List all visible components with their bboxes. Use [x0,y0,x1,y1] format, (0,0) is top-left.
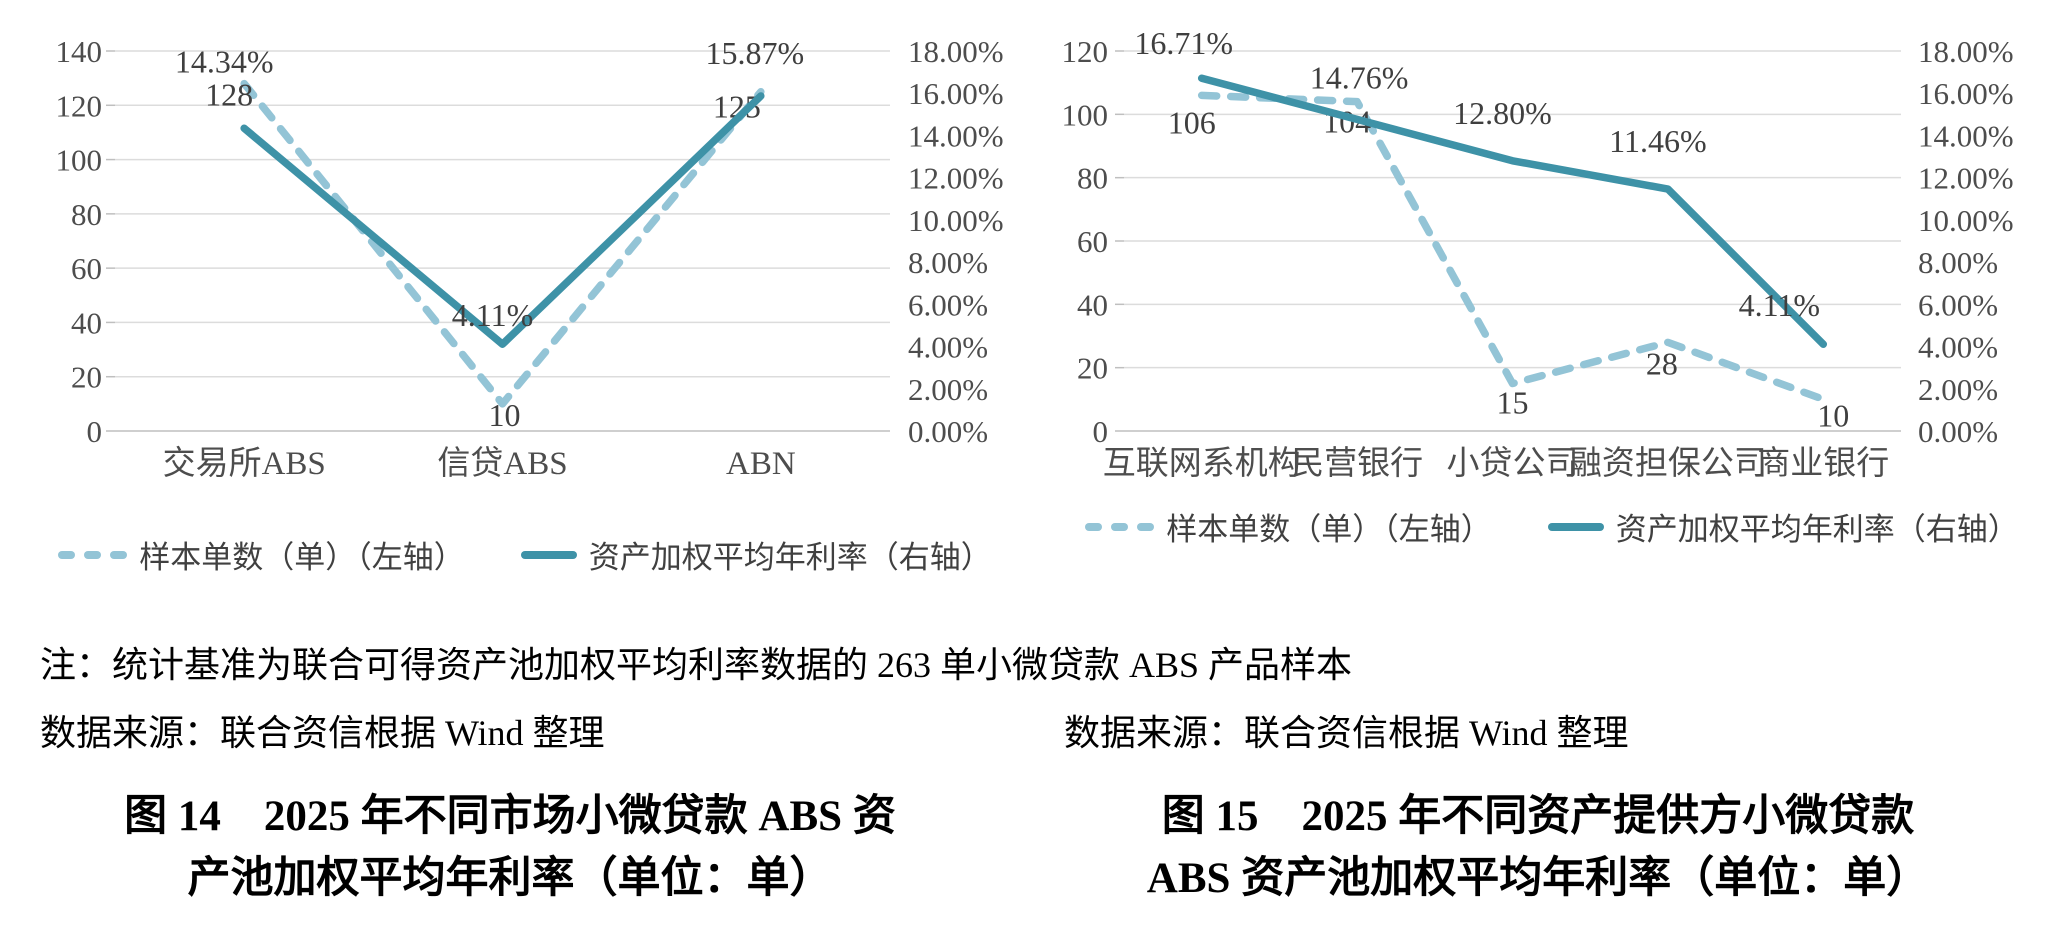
x-axis-category-label: ABN [726,446,796,482]
left-axis-tick-label: 60 [1077,224,1108,259]
x-axis-category-label: 互联网系机构 [1103,445,1301,482]
data-point-label: 28 [1646,345,1678,381]
figure-14-caption: 图 14 2025 年不同市场小微贷款 ABS 资 产池加权平均年利率（单位：单… [40,786,980,910]
figure-15-caption-line2: ABS 资产池加权平均年利率（单位：单） [1146,855,1930,902]
right-axis-tick-label: 0.00% [908,414,988,449]
left-axis-tick-label: 0 [1093,414,1109,449]
dashed-line-swatch [58,550,128,559]
left-axis-tick-label: 80 [1077,161,1108,196]
data-point-label: 128 [205,77,253,113]
sample-count-series-line [1197,91,1828,404]
data-point-label: 14.76% [1310,59,1409,95]
figure-14-panel: 0 20 40 60 80 100 120 140 0.00% 2.00% 4.00% 6.00% 8.… [20,6,1030,611]
right-axis-tick-label: 16.00% [908,76,1004,111]
solid-line-swatch [520,550,577,559]
figure-14-line-chart: 0 20 40 60 80 100 120 140 0.00% 2.00% 4.00% 6.00% 8.… [56,34,1004,482]
right-axis-tick-label: 10.00% [1918,203,2014,238]
right-axis-tick-label: 12.00% [1918,161,2014,196]
left-axis-tick-label: 140 [56,34,103,69]
data-point-label: 14.34% [175,43,274,79]
data-point-label: 11.46% [1609,123,1706,159]
figure-15-panel: 0 20 40 60 80 100 120 0.00% 2.00% 4.00% 6.00% 8.00%… [1046,6,2058,611]
left-axis-tick-label: 40 [71,305,102,340]
right-axis-tick-label: 14.00% [908,118,1004,153]
sample-count-series-line [240,79,765,408]
legend-label-sample-count: 样本单数（单）（左轴） [1166,512,1492,547]
figure-15-line-chart: 0 20 40 60 80 100 120 0.00% 2.00% 4.00% 6.00% 8.00%… [1062,25,2014,482]
legend-label-avg-rate: 资产加权平均年利率（右轴） [1615,512,2019,547]
left-axis-tick-label: 120 [1062,34,1109,69]
data-point-label: 4.11% [452,297,533,333]
source-text-right: 数据来源：联合资信根据 Wind 整理 [1064,713,1629,753]
left-axis-tick-label: 60 [71,251,102,286]
note-text: 注：统计基准为联合可得资产池加权平均利率数据的 263 单小微贷款 ABS 产品… [40,645,1353,685]
right-axis-tick-label: 14.00% [1918,118,2014,153]
left-axis-tick-label: 40 [1077,287,1108,322]
legend-label-avg-rate: 资产加权平均年利率（右轴） [588,540,992,575]
left-axis-tick-label: 20 [1077,351,1108,386]
right-axis-tick-label: 12.00% [908,161,1004,196]
right-axis-tick-label: 4.00% [1918,330,1998,365]
solid-line-swatch [1547,522,1604,531]
legend-item-avg-rate: 资产加权平均年利率（右轴） [1547,504,2019,549]
data-point-label: 15 [1497,385,1529,421]
right-axis-tick-label: 2.00% [908,372,988,407]
left-axis-tick-label: 100 [1062,97,1109,132]
data-point-label: 12.80% [1453,95,1552,131]
legend-label-sample-count: 样本单数（单）（左轴） [139,540,465,575]
right-axis-tick-label: 8.00% [1918,245,1998,280]
source-text-left: 数据来源：联合资信根据 Wind 整理 [40,713,605,753]
right-axis-tick-label: 6.00% [908,287,988,322]
right-axis-tick-label: 6.00% [1918,287,1998,322]
legend-item-sample-count: 样本单数（单）（左轴） [58,532,465,577]
x-axis-category-label: 交易所ABS [163,445,326,482]
right-axis-tick-label: 18.00% [1918,34,2014,69]
right-axis-tick-label: 8.00% [908,245,988,280]
figure-15-legend: 样本单数（单）（左轴） 资产加权平均年利率（右轴） [1046,504,2058,549]
dashed-line-swatch [1085,522,1155,531]
data-point-label: 16.71% [1134,25,1233,61]
data-point-label: 106 [1168,104,1216,140]
left-axis-tick-label: 80 [71,197,102,232]
figure-14-caption-line2: 产池加权平均年利率（单位：单） [187,855,833,902]
avg-rate-series-line [1197,74,1828,348]
figure-15-caption: 图 15 2025 年不同资产提供方小微贷款 ABS 资产池加权平均年利率（单位… [1048,786,2028,910]
legend-item-sample-count: 样本单数（单）（左轴） [1085,504,1492,549]
data-point-label: 15.87% [706,35,805,71]
right-axis-tick-label: 10.00% [908,203,1004,238]
right-axis-tick-label: 2.00% [1918,372,1998,407]
right-axis-tick-label: 18.00% [908,34,1004,69]
figure-14-caption-line1: 图 14 2025 年不同市场小微贷款 ABS 资 [124,793,896,840]
data-point-label: 4.11% [1739,287,1820,323]
left-axis-tick-label: 120 [56,88,103,123]
data-point-label: 10 [489,397,521,433]
figure-15-caption-line1: 图 15 2025 年不同资产提供方小微贷款 [1161,793,1915,840]
right-axis-tick-label: 0.00% [1918,414,1998,449]
left-axis-tick-label: 20 [71,360,102,395]
left-axis-tick-label: 0 [87,414,103,449]
x-axis-category-label: 小贷公司 [1447,445,1579,482]
left-axis-tick-label: 100 [56,143,103,178]
figure-14-legend: 样本单数（单）（左轴） 资产加权平均年利率（右轴） [20,532,1030,577]
x-axis-category-label: 信贷ABS [437,445,567,482]
legend-item-avg-rate: 资产加权平均年利率（右轴） [520,532,992,577]
x-axis-category-label: 商业银行 [1757,445,1889,482]
right-axis-tick-label: 16.00% [1918,76,2014,111]
avg-rate-series-line [240,92,765,348]
x-axis-category-label: 民营银行 [1291,445,1423,482]
right-axis-tick-label: 4.00% [908,330,988,365]
x-axis-category-label: 融资担保公司 [1569,445,1767,482]
data-point-label: 10 [1817,397,1849,433]
